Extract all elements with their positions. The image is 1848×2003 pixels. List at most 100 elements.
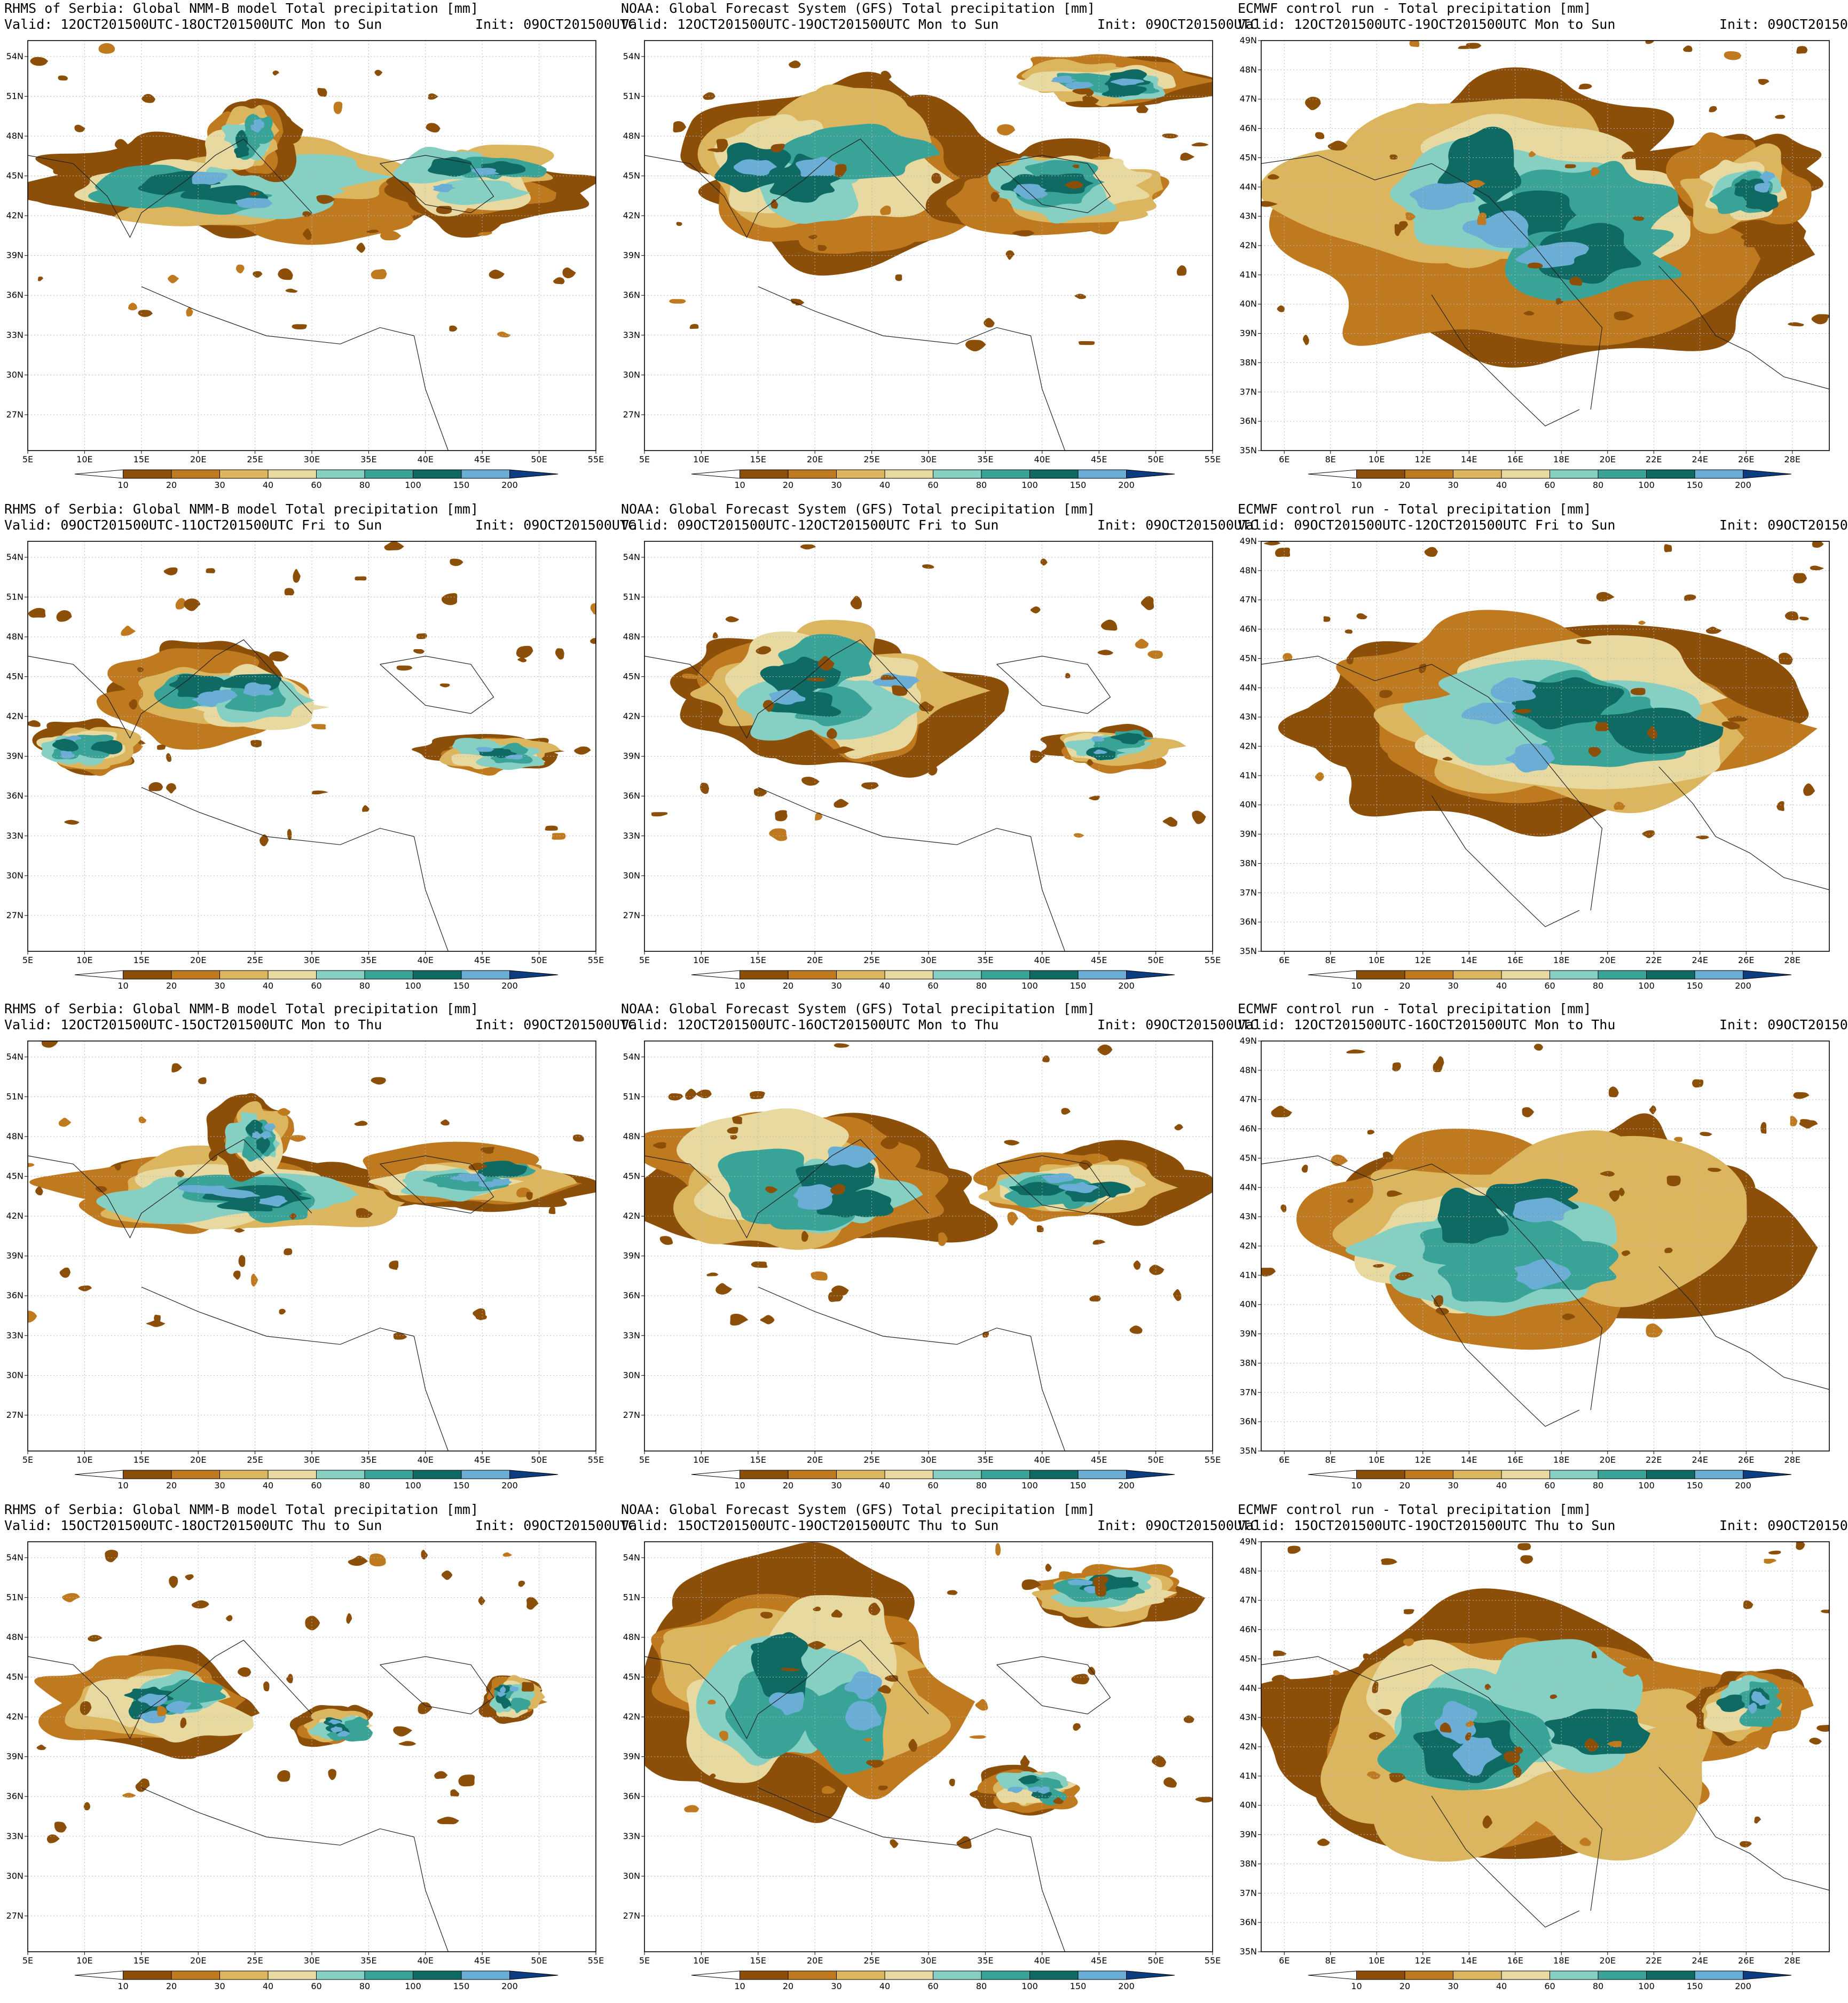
precip-field	[1261, 1044, 1818, 1350]
colorbar-segment	[123, 469, 172, 479]
colorbar-segment	[1404, 469, 1453, 479]
lon-tick-label: 50E	[531, 955, 547, 965]
lat-tick-label: 37N	[1240, 1888, 1257, 1898]
lon-tick-label: 45E	[474, 454, 490, 464]
colorbar-level-label: 150	[453, 480, 470, 490]
colorbar-level-label: 60	[1544, 1981, 1555, 1991]
lon-tick-label: 40E	[1034, 955, 1050, 965]
colorbar-level-label: 10	[734, 480, 745, 490]
lat-tick-label: 33N	[623, 1831, 640, 1841]
colorbar-segment	[1550, 1970, 1599, 1980]
init-time: Init: 09OCT201500UTC	[1719, 17, 1848, 32]
lon-tick-label: 25E	[863, 1955, 879, 1966]
colorbar-segment	[413, 970, 462, 980]
lon-tick-label: 5E	[22, 955, 33, 965]
lon-tick-label: 55E	[1205, 454, 1221, 464]
lat-tick-label: 33N	[623, 1330, 640, 1340]
lat-tick-label: 45N	[1240, 152, 1257, 162]
lon-tick-label: 10E	[1369, 1455, 1385, 1465]
colorbar-level-label: 80	[1593, 1981, 1603, 1991]
colorbar-level-label: 20	[166, 1981, 177, 1991]
country-borders	[644, 1139, 1111, 1451]
lon-tick-label: 20E	[807, 1455, 823, 1465]
lon-tick-label: 55E	[588, 454, 604, 464]
colorbar-segment	[1550, 1470, 1599, 1479]
forecast-panel: RHMS of Serbia: Global NMM-B model Total…	[0, 0, 636, 495]
colorbar: 10 20 30 40 60 80 100 150 200	[74, 1970, 559, 1991]
colorbar-segment	[1356, 469, 1405, 479]
colorbar-segment	[219, 970, 269, 980]
lon-tick-label: 50E	[1147, 955, 1163, 965]
lat-tick-label: 37N	[1240, 387, 1257, 397]
colorbar-segment	[836, 1970, 885, 1980]
lon-tick-label: 40E	[1034, 1955, 1050, 1966]
lat-tick-label: 45N	[623, 1171, 640, 1181]
lat-tick-label: 51N	[623, 592, 640, 602]
lon-tick-label: 22E	[1646, 454, 1662, 464]
colorbar-level-label: 60	[1544, 981, 1555, 991]
lat-tick-label: 45N	[623, 672, 640, 682]
colorbar-level-label: 150	[1070, 981, 1087, 991]
lon-tick-label: 20E	[1600, 1455, 1616, 1465]
lat-tick-label: 46N	[1240, 123, 1257, 133]
lat-tick-label: 42N	[623, 1211, 640, 1221]
lat-tick-label: 49N	[1240, 536, 1257, 546]
init-time: Init: 09OCT201500UTC	[1097, 1017, 1259, 1032]
lat-tick-label: 39N	[1240, 829, 1257, 839]
lat-tick-label: 42N	[6, 210, 23, 220]
lat-tick-label: 39N	[6, 751, 23, 761]
lon-tick-label: 15E	[750, 955, 766, 965]
forecast-panel: ECMWF control run - Total precipitation …	[1233, 0, 1848, 495]
colorbar-segment	[1404, 970, 1453, 980]
lon-tick-label: 18E	[1553, 955, 1569, 965]
lat-tick-label: 27N	[623, 910, 640, 920]
colorbar-segment	[1694, 1970, 1743, 1980]
colorbar-segment	[219, 1970, 269, 1980]
lon-tick-label: 14E	[1461, 454, 1477, 464]
lon-tick-label: 26E	[1738, 454, 1754, 464]
colorbar-segment	[884, 970, 933, 980]
lon-tick-label: 10E	[1369, 955, 1385, 965]
panel-title: NOAA: Global Forecast System (GFS) Total…	[621, 1001, 1096, 1016]
lat-tick-label: 38N	[1240, 357, 1257, 367]
colorbar-segment	[171, 970, 220, 980]
panel-title: RHMS of Serbia: Global NMM-B model Total…	[4, 1, 479, 16]
lon-tick-label: 15E	[750, 1455, 766, 1465]
colorbar-level-label: 80	[359, 981, 370, 991]
lat-tick-label: 36N	[623, 791, 640, 801]
lat-tick-label: 45N	[1240, 653, 1257, 663]
lat-tick-label: 47N	[1240, 595, 1257, 605]
forecast-panel: NOAA: Global Forecast System (GFS) Total…	[617, 1501, 1258, 1997]
colorbar-level-label: 10	[117, 1480, 128, 1491]
init-time: Init: 09OCT201500UTC	[475, 1017, 636, 1032]
colorbar-level-label: 80	[1593, 981, 1603, 991]
valid-period: Valid: 15OCT201500UTC-18OCT201500UTC Thu…	[4, 1518, 382, 1533]
colorbar-level-label: 40	[263, 480, 273, 490]
lon-tick-label: 30E	[921, 955, 937, 965]
lon-tick-label: 12E	[1415, 1455, 1431, 1465]
lon-tick-label: 25E	[247, 454, 263, 464]
colorbar-level-label: 40	[879, 981, 890, 991]
colorbar: 10 20 30 40 60 80 100 150 200	[1308, 469, 1792, 490]
colorbar-segment	[413, 1470, 462, 1479]
lat-tick-label: 36N	[6, 290, 23, 300]
lat-tick-label: 30N	[623, 870, 640, 880]
lon-tick-label: 25E	[247, 1455, 263, 1465]
lat-tick-label: 46N	[1240, 1625, 1257, 1635]
lon-tick-label: 55E	[1205, 955, 1221, 965]
colorbar-segment	[1501, 1970, 1550, 1980]
lon-tick-label: 5E	[639, 454, 650, 464]
lat-tick-label: 36N	[6, 1290, 23, 1300]
panel-title: ECMWF control run - Total precipitation …	[1238, 1502, 1592, 1517]
lat-tick-label: 48N	[1240, 1566, 1257, 1576]
lon-tick-label: 16E	[1507, 454, 1523, 464]
lat-tick-label: 40N	[1240, 800, 1257, 810]
colorbar-segment	[1694, 970, 1743, 980]
lon-tick-label: 16E	[1507, 1455, 1523, 1465]
precip-field	[1261, 41, 1829, 368]
colorbar-segment	[1550, 970, 1599, 980]
country-borders	[28, 1139, 494, 1451]
lon-tick-label: 55E	[1205, 1955, 1221, 1966]
lon-tick-label: 25E	[247, 1955, 263, 1966]
lon-tick-label: 55E	[588, 1455, 604, 1465]
